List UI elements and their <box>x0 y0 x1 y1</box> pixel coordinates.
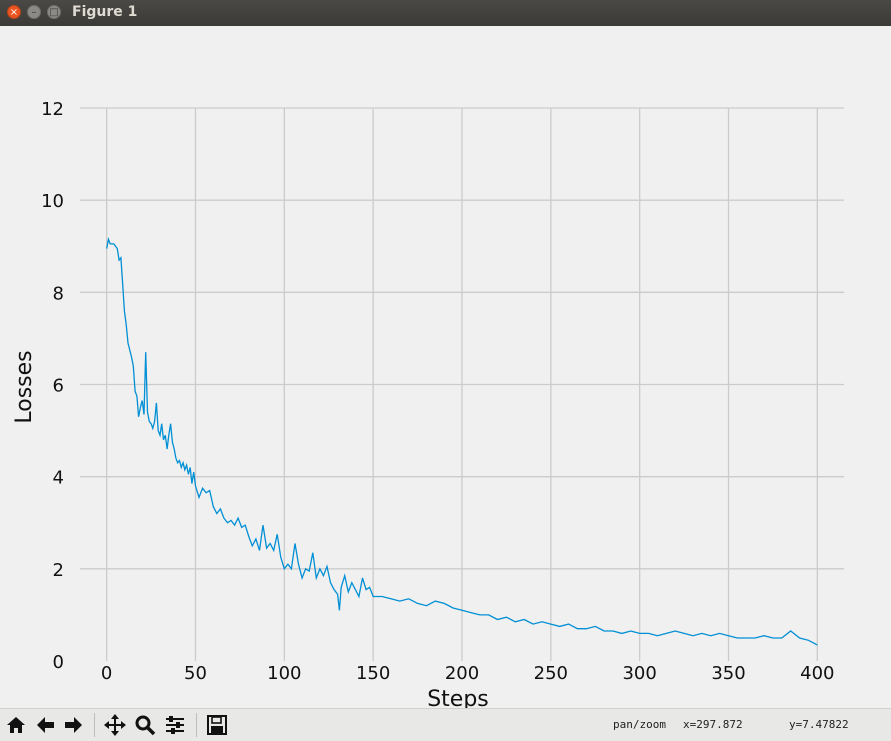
cursor-x-readout: x=297.872 <box>683 718 743 731</box>
y-tick-labels: 0 2 4 6 8 10 12 <box>41 99 64 673</box>
forward-button[interactable] <box>61 712 87 738</box>
home-icon <box>7 717 25 733</box>
y-axis-label: Losses <box>12 350 37 423</box>
pan-button[interactable] <box>102 712 128 738</box>
y-tick-label: 10 <box>41 191 64 212</box>
configure-subplots-button[interactable] <box>162 712 188 738</box>
grid-lines <box>80 107 844 661</box>
x-tick-label: 0 <box>101 663 112 684</box>
x-tick-label: 400 <box>800 663 834 684</box>
y-tick-label: 12 <box>41 99 64 120</box>
x-tick-label: 200 <box>445 663 479 684</box>
save-button[interactable] <box>204 712 230 738</box>
pan-move-icon <box>104 714 126 736</box>
toolbar-separator <box>94 713 95 737</box>
window-title: Figure 1 <box>72 4 138 20</box>
y-tick-label: 6 <box>53 376 64 397</box>
x-tick-labels: 0 50 100 150 200 250 300 350 400 <box>101 663 835 684</box>
navigation-toolbar: pan/zoom x=297.872 y=7.47822 <box>0 708 891 741</box>
toolbar-separator <box>196 713 197 737</box>
window-titlebar: × – □ Figure 1 <box>0 0 891 26</box>
x-axis-label: Steps <box>427 687 489 708</box>
x-tick-label: 100 <box>267 663 301 684</box>
cursor-y-readout: y=7.47822 <box>789 718 849 731</box>
x-tick-label: 250 <box>534 663 568 684</box>
home-button[interactable] <box>3 712 29 738</box>
y-tick-label: 4 <box>53 468 64 489</box>
forward-arrow-icon <box>65 717 82 733</box>
window-minimize-button[interactable]: – <box>27 5 41 19</box>
configure-subplots-icon <box>166 716 184 734</box>
window-maximize-button[interactable]: □ <box>47 5 61 19</box>
x-tick-label: 150 <box>356 663 390 684</box>
loss-chart: 0 50 100 150 200 250 300 350 400 0 2 4 6 8 10 12 Steps… <box>12 99 844 712</box>
y-tick-label: 2 <box>53 560 64 581</box>
zoom-magnifier-icon <box>135 715 156 736</box>
figure-canvas[interactable]: 0 50 100 150 200 250 300 350 400 0 2 4 6 8 10 12 Steps… <box>0 26 891 712</box>
x-tick-label: 50 <box>184 663 207 684</box>
y-tick-label: 8 <box>53 283 64 304</box>
zoom-button[interactable] <box>132 712 158 738</box>
save-icon <box>207 715 227 735</box>
loss-series-line <box>106 236 818 646</box>
x-tick-label: 350 <box>711 663 745 684</box>
window-close-button[interactable]: × <box>7 5 21 19</box>
toolbar-mode-readout: pan/zoom <box>613 718 666 731</box>
x-tick-label: 300 <box>622 663 656 684</box>
y-tick-label: 0 <box>53 652 64 673</box>
back-arrow-icon <box>37 717 54 733</box>
back-button[interactable] <box>32 712 58 738</box>
